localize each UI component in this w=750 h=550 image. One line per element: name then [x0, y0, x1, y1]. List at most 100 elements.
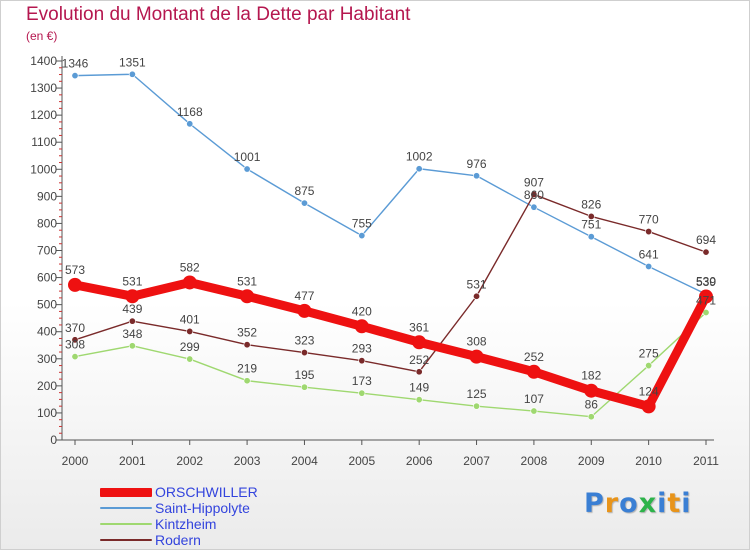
data-point-rodern	[473, 292, 481, 300]
data-point-orschwiller	[354, 319, 369, 334]
x-tick-label: 2006	[406, 454, 433, 468]
x-tick-label: 2010	[635, 454, 662, 468]
data-label-orschwiller: 582	[180, 260, 200, 274]
data-point-saint-hippolyte	[587, 233, 595, 241]
data-label-saint-hippolyte: 1002	[406, 150, 433, 164]
y-tick-label: 1300	[30, 81, 57, 95]
series-line-kintzheim	[74, 311, 707, 418]
data-point-orschwiller	[68, 277, 82, 292]
y-tick-label: 800	[37, 216, 57, 230]
data-label-rodern: 531	[467, 277, 487, 291]
data-point-saint-hippolyte	[243, 165, 251, 173]
x-tick-label: 2003	[234, 454, 261, 468]
data-point-kintzheim	[243, 377, 251, 385]
data-label-saint-hippolyte: 1001	[234, 150, 261, 164]
x-tick-label: 2009	[578, 454, 605, 468]
data-label-kintzheim: 299	[180, 340, 200, 354]
legend-item-rodern: Rodern	[100, 532, 258, 548]
y-tick-label: 600	[37, 271, 57, 285]
data-point-orschwiller	[526, 364, 541, 379]
logo-letter: r	[604, 488, 620, 519]
data-point-orschwiller	[240, 289, 255, 304]
data-label-kintzheim: 219	[237, 362, 257, 376]
data-point-saint-hippolyte	[358, 232, 366, 240]
data-point-kintzheim	[128, 342, 136, 350]
data-label-orschwiller: 308	[467, 335, 487, 349]
data-label-kintzheim: 348	[122, 327, 142, 341]
y-tick-label: 300	[37, 352, 57, 366]
data-label-orschwiller: 477	[294, 289, 314, 303]
data-point-kintzheim	[415, 396, 423, 404]
logo-letter: x	[638, 488, 658, 519]
data-label-kintzheim: 125	[467, 387, 487, 401]
data-point-kintzheim	[702, 308, 710, 316]
logo-letter: i	[657, 488, 668, 519]
data-label-rodern: 370	[65, 321, 85, 335]
data-point-orschwiller	[182, 275, 197, 290]
data-label-rodern: 907	[524, 175, 544, 189]
data-label-orschwiller: 182	[581, 369, 601, 383]
data-label-rodern: 293	[352, 342, 372, 356]
legend-item-orschwiller: ORSCHWILLER	[100, 484, 258, 500]
logo-letter: t	[667, 488, 682, 519]
data-label-orschwiller: 531	[122, 274, 142, 288]
data-label-rodern: 252	[409, 353, 429, 367]
data-label-saint-hippolyte: 976	[467, 157, 487, 171]
x-tick-label: 2001	[119, 454, 146, 468]
x-tick-label: 2005	[348, 454, 375, 468]
legend-item-saint-hippolyte: Saint-Hippolyte	[100, 500, 258, 516]
series-line-saint-hippolyte	[74, 73, 707, 295]
data-label-saint-hippolyte: 1351	[119, 55, 146, 69]
data-label-saint-hippolyte: 875	[294, 184, 314, 198]
legend-swatch	[100, 523, 152, 525]
legend-swatch	[100, 487, 152, 497]
data-label-saint-hippolyte: 751	[581, 218, 601, 232]
data-label-orschwiller: 124	[639, 384, 659, 398]
data-point-rodern	[243, 341, 251, 349]
data-point-kintzheim	[71, 353, 79, 361]
legend-label: Saint-Hippolyte	[155, 500, 250, 516]
data-label-kintzheim: 107	[524, 392, 544, 406]
data-point-rodern	[300, 349, 308, 357]
data-point-rodern	[128, 317, 136, 325]
x-tick-label: 2008	[521, 454, 548, 468]
data-point-rodern	[702, 248, 710, 256]
data-label-kintzheim: 471	[696, 293, 716, 307]
data-label-rodern: 401	[180, 312, 200, 326]
legend-swatch	[100, 507, 152, 509]
y-tick-label: 400	[37, 325, 57, 339]
x-tick-label: 2004	[291, 454, 318, 468]
data-label-saint-hippolyte: 641	[639, 247, 659, 261]
y-tick-label: 1000	[30, 162, 57, 176]
x-tick-label: 2011	[693, 454, 719, 468]
legend-swatch	[100, 539, 152, 541]
data-label-saint-hippolyte: 755	[352, 217, 372, 231]
data-point-kintzheim	[587, 413, 595, 421]
data-point-rodern	[530, 190, 538, 198]
y-tick-label: 1400	[30, 54, 57, 68]
chart-unit: (en €)	[26, 29, 58, 43]
data-point-saint-hippolyte	[128, 70, 136, 78]
data-label-kintzheim: 173	[352, 374, 372, 388]
data-point-saint-hippolyte	[645, 262, 653, 270]
data-label-rodern: 770	[639, 213, 659, 227]
data-point-saint-hippolyte	[186, 120, 194, 128]
data-point-rodern	[358, 357, 366, 365]
y-tick-label: 700	[37, 244, 57, 258]
data-point-kintzheim	[645, 362, 653, 370]
data-point-saint-hippolyte	[300, 199, 308, 207]
data-label-rodern: 694	[696, 233, 716, 247]
legend: ORSCHWILLER Saint-Hippolyte Kintzheim Roder…	[100, 484, 258, 548]
data-label-saint-hippolyte: 860	[524, 188, 544, 202]
data-label-orschwiller: 573	[65, 263, 85, 277]
data-point-orschwiller	[641, 399, 656, 414]
data-label-orschwiller: 420	[352, 304, 372, 318]
legend-label: ORSCHWILLER	[155, 484, 258, 500]
data-point-orschwiller	[699, 289, 713, 304]
data-point-rodern	[71, 336, 79, 344]
data-label-orschwiller: 531	[237, 274, 257, 288]
data-point-saint-hippolyte	[71, 72, 79, 80]
line-chart: 0 100 200 300 400 500 600 700 800 900 1000 1100 1200…	[30, 54, 719, 468]
data-label-saint-hippolyte: 539	[696, 275, 716, 289]
